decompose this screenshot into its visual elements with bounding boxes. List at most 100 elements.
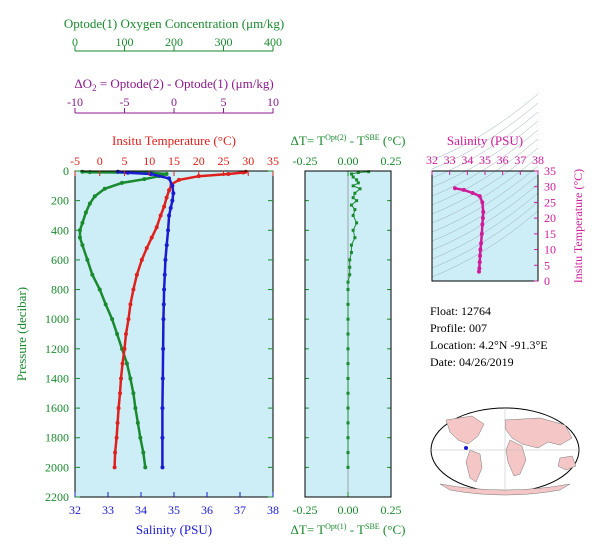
temperature-tick-label: 15: [168, 154, 180, 168]
ts-point: [481, 209, 486, 214]
delta-t-point: [346, 280, 350, 284]
temperature-point: [164, 195, 169, 200]
ts-point: [461, 187, 466, 192]
ts-ytick-label: 0: [544, 274, 550, 288]
delta-t-point: [349, 243, 353, 247]
ts-ytick-label: 15: [544, 227, 556, 241]
density-contour: [431, 165, 539, 233]
delta-t-point: [351, 228, 355, 232]
ts-ytick-label: 20: [544, 211, 556, 225]
oxygen-point: [77, 235, 82, 240]
delta-t-point: [358, 187, 362, 191]
delta-t-bottom-mid: - T: [346, 522, 365, 537]
oxygen-point: [142, 177, 147, 182]
ts-ylabel: Insitu Temperature (°C): [571, 169, 585, 283]
ts-point: [478, 253, 483, 258]
ts-point: [477, 260, 482, 265]
delta-t-point: [349, 203, 353, 207]
delta-t-point: [346, 451, 350, 455]
pressure-tick-label: 2200: [45, 490, 69, 504]
delta-o2-tick-label: -10: [67, 95, 83, 109]
temperature-point: [113, 450, 118, 455]
density-contour: [431, 120, 539, 188]
delta-t-point: [356, 170, 360, 174]
oxygen-point: [90, 272, 95, 277]
delta-t-point: [355, 221, 359, 225]
delta-t-top-label: ΔT= TOpt(2) - TSBE (°C): [291, 133, 406, 148]
delta-t-point: [349, 172, 353, 176]
temperature-point: [139, 257, 144, 262]
pressure-tick-label: 1000: [45, 312, 69, 326]
delta-t-panel: -0.25-0.250.000.000.250.25 ΔT= TOpt(2) -…: [291, 133, 406, 537]
salinity-point: [160, 406, 165, 411]
salinity-tick-label: 38: [267, 503, 279, 517]
temperature-tick-label: 25: [218, 154, 230, 168]
ts-ytick-label: 5: [544, 258, 550, 272]
salinity-point: [167, 176, 172, 181]
oxygen-point: [110, 317, 115, 322]
map-graticule: [431, 408, 579, 492]
delta-t-bottom-prefix: ΔT= T: [291, 522, 326, 537]
delta-t-bottom-tick-label: 0.25: [381, 503, 402, 517]
delta-t-top-tick-label: 0.00: [338, 154, 359, 168]
temperature-tick-label: 0: [97, 154, 103, 168]
map-land: [439, 415, 577, 496]
temperature-point: [119, 376, 124, 381]
salinity-tick-label: 33: [102, 503, 114, 517]
salinity-point: [163, 257, 168, 262]
density-contour: [431, 183, 539, 251]
delta-t-point: [355, 178, 359, 182]
series-temperature: [112, 169, 248, 470]
delta-t-top-mid: - T: [346, 133, 365, 148]
ts-point: [480, 222, 485, 227]
delta-t-point: [346, 391, 350, 395]
pressure-tick-label: 1600: [45, 401, 69, 415]
main-panel-series: [77, 169, 248, 470]
salinity-point: [161, 317, 166, 322]
map-north-america: [445, 415, 485, 445]
oxygen-point: [92, 194, 97, 199]
ts-point: [477, 194, 482, 199]
oxygen-line: [78, 170, 167, 468]
delta-t-point: [346, 362, 350, 366]
delta-t-point: [346, 302, 350, 306]
delta-t-top-sup2: SBE: [365, 133, 380, 142]
oxygen-tick-label: 300: [215, 35, 233, 49]
temperature-point: [115, 420, 120, 425]
oxygen-point: [141, 450, 146, 455]
pressure-tick-label: 1400: [45, 371, 69, 385]
temperature-point: [134, 272, 139, 277]
pressure-axis-label: Pressure (decibar): [14, 287, 29, 381]
oxygen-point: [97, 287, 102, 292]
density-contour: [431, 147, 539, 215]
map-eurasia: [504, 417, 573, 449]
oxygen-point: [138, 435, 143, 440]
delta-t-panel-frame: [304, 170, 392, 498]
oxygen-point: [133, 406, 138, 411]
world-map-icon: [430, 407, 580, 496]
delta-t-point: [346, 406, 350, 410]
oxygen-axis: Optode(1) Oxygen Concentration (μm/kg) 0…: [64, 16, 284, 52]
temperature-point: [126, 317, 131, 322]
salinity-point: [115, 169, 120, 174]
salinity-axis-label: Salinity (PSU): [136, 522, 212, 537]
temperature-point: [149, 235, 154, 240]
delta-t-point: [346, 376, 350, 380]
temperature-point: [112, 465, 117, 470]
salinity-tick-label: 35: [168, 503, 180, 517]
ts-xtick-label: 33: [444, 153, 456, 167]
oxygen-point: [131, 391, 136, 396]
temperature-tick-label: 35: [267, 154, 279, 168]
density-contour: [431, 129, 539, 197]
delta-t-top-prefix: ΔT= T: [291, 133, 326, 148]
ts-point: [452, 186, 457, 191]
salinity-point: [168, 206, 173, 211]
date: Date: 04/26/2019: [430, 355, 514, 369]
salinity-point: [160, 376, 165, 381]
temperature-point: [226, 171, 231, 176]
delta-o2-tick-label: 5: [221, 95, 227, 109]
temperature-point: [114, 435, 119, 440]
